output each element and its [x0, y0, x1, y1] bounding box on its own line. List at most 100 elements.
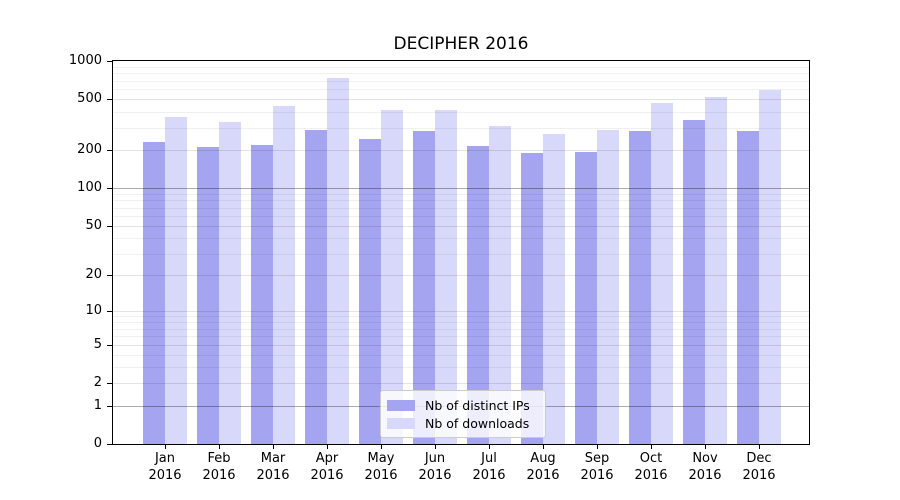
bar-downloads [381, 109, 403, 444]
minor-gridline [113, 322, 809, 324]
minor-gridline [113, 336, 809, 338]
y-tick-label: 100 [77, 180, 102, 196]
x-tick-label: Oct 2016 [634, 451, 668, 483]
y-tick-mark [107, 344, 112, 346]
x-tick-label: Jul 2016 [472, 451, 506, 483]
x-tick-label: Sep 2016 [580, 451, 614, 483]
minor-gridline [113, 238, 809, 240]
x-tick-mark [165, 445, 166, 449]
major-gridline [113, 383, 809, 385]
minor-gridline [113, 193, 809, 195]
bar-distinct-ips [629, 131, 651, 444]
emphasized-gridline [113, 188, 809, 190]
legend-swatch-distinct-ips-icon [387, 400, 415, 412]
bar-downloads [651, 103, 673, 444]
y-tick-label: 200 [77, 142, 102, 157]
bar-distinct-ips [251, 145, 273, 444]
major-gridline [113, 275, 809, 277]
y-tick-label: 1 [93, 397, 102, 413]
bar-downloads [705, 96, 727, 444]
y-tick-mark [107, 226, 112, 228]
y-tick-label: 5 [93, 336, 102, 352]
x-tick-label: Feb 2016 [202, 451, 236, 483]
legend-item: Nb of downloads [387, 415, 545, 433]
x-tick-mark [759, 445, 760, 449]
bar-downloads [165, 116, 187, 444]
x-tick-mark [543, 445, 544, 449]
bar-downloads [219, 122, 241, 444]
bars-layer [113, 61, 809, 444]
minor-gridline [113, 127, 809, 129]
major-gridline [113, 226, 809, 228]
minor-gridline [113, 66, 809, 68]
minor-gridline [113, 200, 809, 202]
x-tick-label: Dec 2016 [742, 451, 776, 483]
x-tick-mark [219, 445, 220, 449]
bar-downloads [273, 106, 295, 444]
bar-distinct-ips [575, 151, 597, 444]
y-tick-mark [107, 275, 112, 277]
y-tick-mark [107, 61, 112, 62]
x-tick-label: Nov 2016 [688, 451, 722, 483]
minor-gridline [113, 207, 809, 209]
x-tick-mark [489, 445, 490, 449]
bar-distinct-ips [683, 119, 705, 444]
minor-gridline [113, 354, 809, 356]
x-tick-mark [651, 445, 652, 449]
minor-gridline [113, 80, 809, 82]
x-tick-mark [327, 445, 328, 449]
legend-label: Nb of distinct IPs [425, 398, 530, 414]
x-tick-mark [705, 445, 706, 449]
y-tick-label: 20 [85, 267, 102, 283]
major-gridline [113, 344, 809, 346]
x-tick-label: Aug 2016 [526, 451, 560, 483]
x-tick-label: Jan 2016 [148, 451, 182, 483]
minor-gridline [113, 253, 809, 255]
legend: Nb of distinct IPs Nb of downloads [380, 390, 546, 438]
x-tick-label: Apr 2016 [310, 451, 344, 483]
bar-distinct-ips [521, 152, 543, 444]
y-tick-mark [107, 444, 112, 445]
bar-downloads [759, 89, 781, 444]
y-tick-mark [107, 405, 112, 407]
minor-gridline [113, 89, 809, 91]
y-tick-label: 1000 [68, 53, 102, 68]
y-tick-mark [107, 99, 112, 101]
bar-distinct-ips [359, 139, 381, 444]
x-tick-mark [597, 445, 598, 449]
y-tick-mark [107, 383, 112, 385]
major-gridline [113, 150, 809, 151]
x-tick-label: Jun 2016 [418, 451, 452, 483]
minor-gridline [113, 316, 809, 318]
x-tick-label: Mar 2016 [256, 451, 290, 483]
bar-downloads [489, 126, 511, 444]
minor-gridline [113, 328, 809, 330]
bar-downloads [435, 110, 457, 444]
bar-distinct-ips [305, 130, 327, 444]
x-tick-mark [273, 445, 274, 449]
bar-downloads [327, 78, 349, 444]
bar-distinct-ips [413, 130, 435, 444]
legend-label: Nb of downloads [425, 415, 530, 431]
y-tick-label: 0 [93, 436, 102, 451]
major-gridline [113, 311, 809, 313]
y-tick-mark [107, 150, 112, 151]
chart-title: DECIPHER 2016 [393, 34, 529, 54]
y-tick-label: 2 [93, 375, 102, 391]
bar-distinct-ips [143, 142, 165, 444]
bar-distinct-ips [197, 146, 219, 444]
x-tick-mark [381, 445, 382, 449]
gridlines-layer [113, 61, 809, 444]
x-tick-mark [435, 445, 436, 449]
minor-gridline [113, 73, 809, 75]
bar-downloads [597, 130, 619, 444]
y-tick-mark [107, 311, 112, 313]
y-tick-label: 500 [77, 91, 102, 107]
legend-item: Nb of distinct IPs [387, 397, 545, 415]
y-tick-label: 10 [85, 303, 102, 319]
bar-downloads [543, 133, 565, 444]
bar-distinct-ips [467, 145, 489, 444]
plot-area [112, 60, 810, 445]
minor-gridline [113, 216, 809, 218]
